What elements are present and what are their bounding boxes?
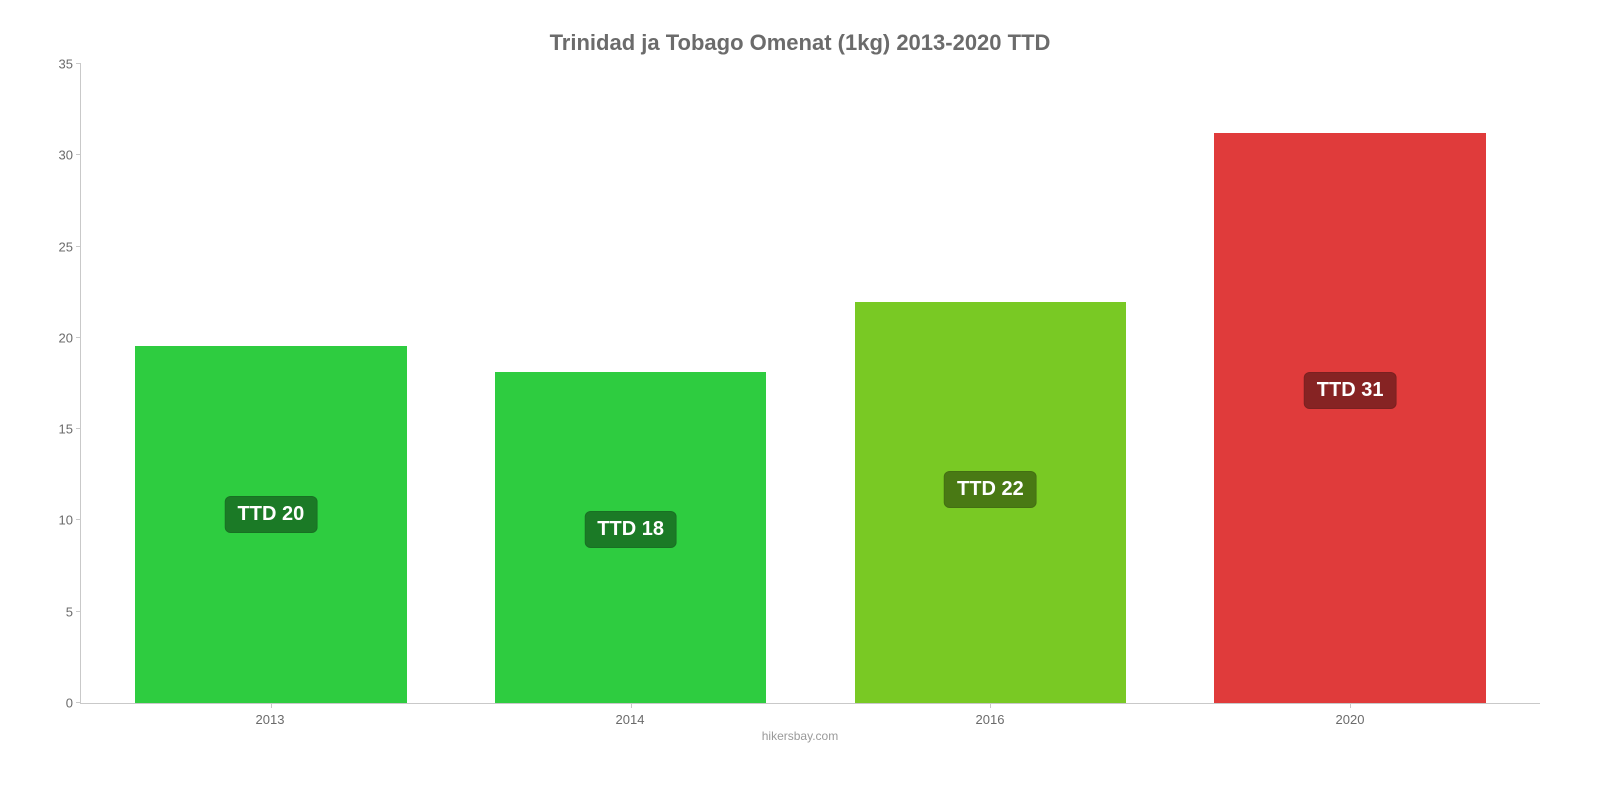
y-tick-label: 10	[41, 513, 73, 528]
y-tick-mark	[76, 63, 81, 64]
value-chip: TTD 22	[944, 471, 1037, 508]
bar: TTD 31	[1213, 132, 1486, 703]
price-chart: Trinidad ja Tobago Omenat (1kg) 2013-202…	[0, 0, 1600, 800]
y-tick-label: 15	[41, 422, 73, 437]
bars-container: TTD 20 TTD 18 TTD 22 TTD 31	[81, 64, 1540, 703]
y-tick-label: 25	[41, 239, 73, 254]
bar-slot: TTD 31	[1170, 64, 1530, 703]
y-tick-label: 20	[41, 330, 73, 345]
bar-slot: TTD 18	[451, 64, 811, 703]
x-tick-mark	[271, 703, 272, 708]
y-tick-mark	[76, 246, 81, 247]
y-tick-mark	[76, 337, 81, 338]
x-axis-labels: 2013201420162020	[80, 704, 1540, 727]
chart-title: Trinidad ja Tobago Omenat (1kg) 2013-202…	[40, 30, 1560, 56]
y-tick-label: 30	[41, 148, 73, 163]
y-tick-label: 5	[41, 604, 73, 619]
y-tick-mark	[76, 519, 81, 520]
value-chip: TTD 31	[1304, 372, 1397, 409]
y-tick-label: 35	[41, 57, 73, 72]
y-tick-mark	[76, 611, 81, 612]
bar: TTD 20	[134, 345, 407, 703]
y-tick-mark	[76, 702, 81, 703]
bar: TTD 18	[494, 371, 767, 703]
bar-slot: TTD 20	[91, 64, 451, 703]
bar: TTD 22	[854, 301, 1127, 703]
x-tick-label: 2013	[90, 712, 450, 727]
x-tick-label: 2020	[1170, 712, 1530, 727]
x-tick-mark	[631, 703, 632, 708]
y-tick-label: 0	[41, 696, 73, 711]
bar-slot: TTD 22	[811, 64, 1171, 703]
value-chip: TTD 18	[584, 511, 677, 548]
plot-area: TTD 20TTD 18TTD 22TTD 31 05101520253035	[80, 64, 1540, 704]
y-tick-mark	[76, 428, 81, 429]
x-tick-mark	[990, 703, 991, 708]
x-tick-label: 2014	[450, 712, 810, 727]
chart-credit: hikersbay.com	[40, 729, 1560, 743]
x-tick-mark	[1350, 703, 1351, 708]
y-tick-mark	[76, 154, 81, 155]
x-tick-label: 2016	[810, 712, 1170, 727]
value-chip: TTD 20	[225, 496, 318, 533]
